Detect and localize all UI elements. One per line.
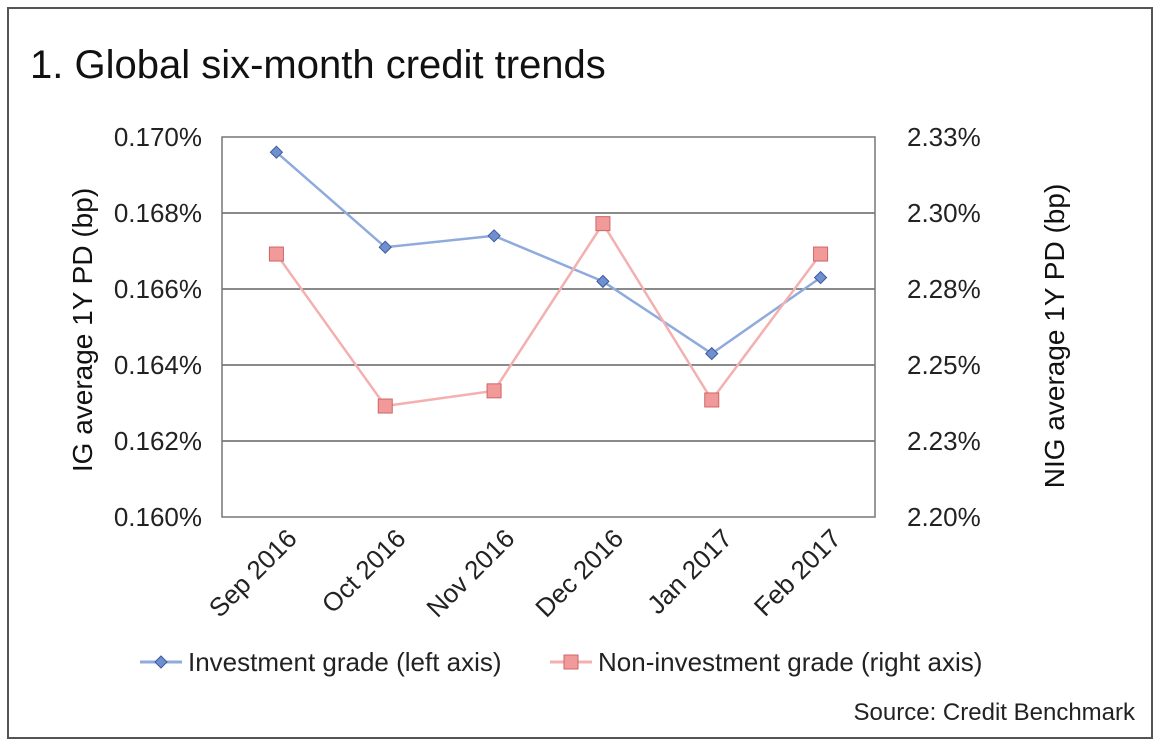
left-tick-label: 0.164% [114,350,202,380]
series-line-nig [275,221,822,408]
right-tick-label: 2.23% [907,426,981,456]
right-tick-label: 2.25% [907,350,981,380]
x-tick-label: Feb 2017 [748,523,847,622]
ig-data-point [269,145,284,159]
right-tick-label: 2.30% [907,198,981,228]
legend-label-ig: Investment grade (left axis) [188,647,502,677]
left-axis-ticks: 0.160% 0.162% 0.164% 0.166% 0.168% 0.170% [114,122,202,532]
legend-diamond-marker-icon [154,655,168,669]
left-axis-title: IG average 1Y PD (bp) [67,188,98,472]
right-tick-label: 2.20% [907,502,981,532]
nig-data-point [704,392,720,408]
ig-data-point [813,270,828,285]
left-tick-label: 0.170% [114,122,202,152]
legend-label-nig: Non-investment grade (right axis) [598,647,982,677]
nig-data-point [268,246,284,262]
nig-data-point [813,246,829,262]
chart-frame [7,7,1153,739]
chart-title: 1. Global six-month credit trends [30,43,606,87]
ig-data-point [487,229,501,243]
grid [222,212,875,442]
nig-data-point [595,216,611,232]
left-tick-label: 0.168% [114,198,202,228]
left-tick-label: 0.162% [114,426,202,456]
right-tick-label: 2.28% [907,274,981,304]
left-tick-label: 0.160% [114,502,202,532]
ig-data-point [705,346,719,361]
x-tick-label: Nov 2016 [420,523,520,623]
left-tick-label: 0.166% [114,274,202,304]
nig-data-point [486,383,502,399]
x-tick-label: Dec 2016 [529,523,629,623]
x-tick-label: Jan 2017 [641,523,738,620]
right-axis-title: NIG average 1Y PD (bp) [1039,184,1070,489]
x-tick-label: Sep 2016 [203,523,303,623]
series-line-ig [275,151,822,356]
x-tick-label: Oct 2016 [316,523,412,619]
legend-square-marker-icon [563,654,579,670]
ig-data-point [378,240,392,254]
nig-data-point [377,398,393,414]
series [268,145,829,414]
right-tick-label: 2.33% [907,122,981,152]
right-axis-ticks: 2.20% 2.23% 2.25% 2.28% 2.30% 2.33% [907,122,981,532]
x-axis-ticks: Sep 2016 Oct 2016 Nov 2016 Dec 2016 Jan 2017… [203,523,847,623]
legend: Investment grade (left axis) Non-investm… [140,647,982,677]
ig-data-point [596,274,610,289]
plot-area [221,136,876,518]
source-note: Source: Credit Benchmark [854,699,1136,726]
